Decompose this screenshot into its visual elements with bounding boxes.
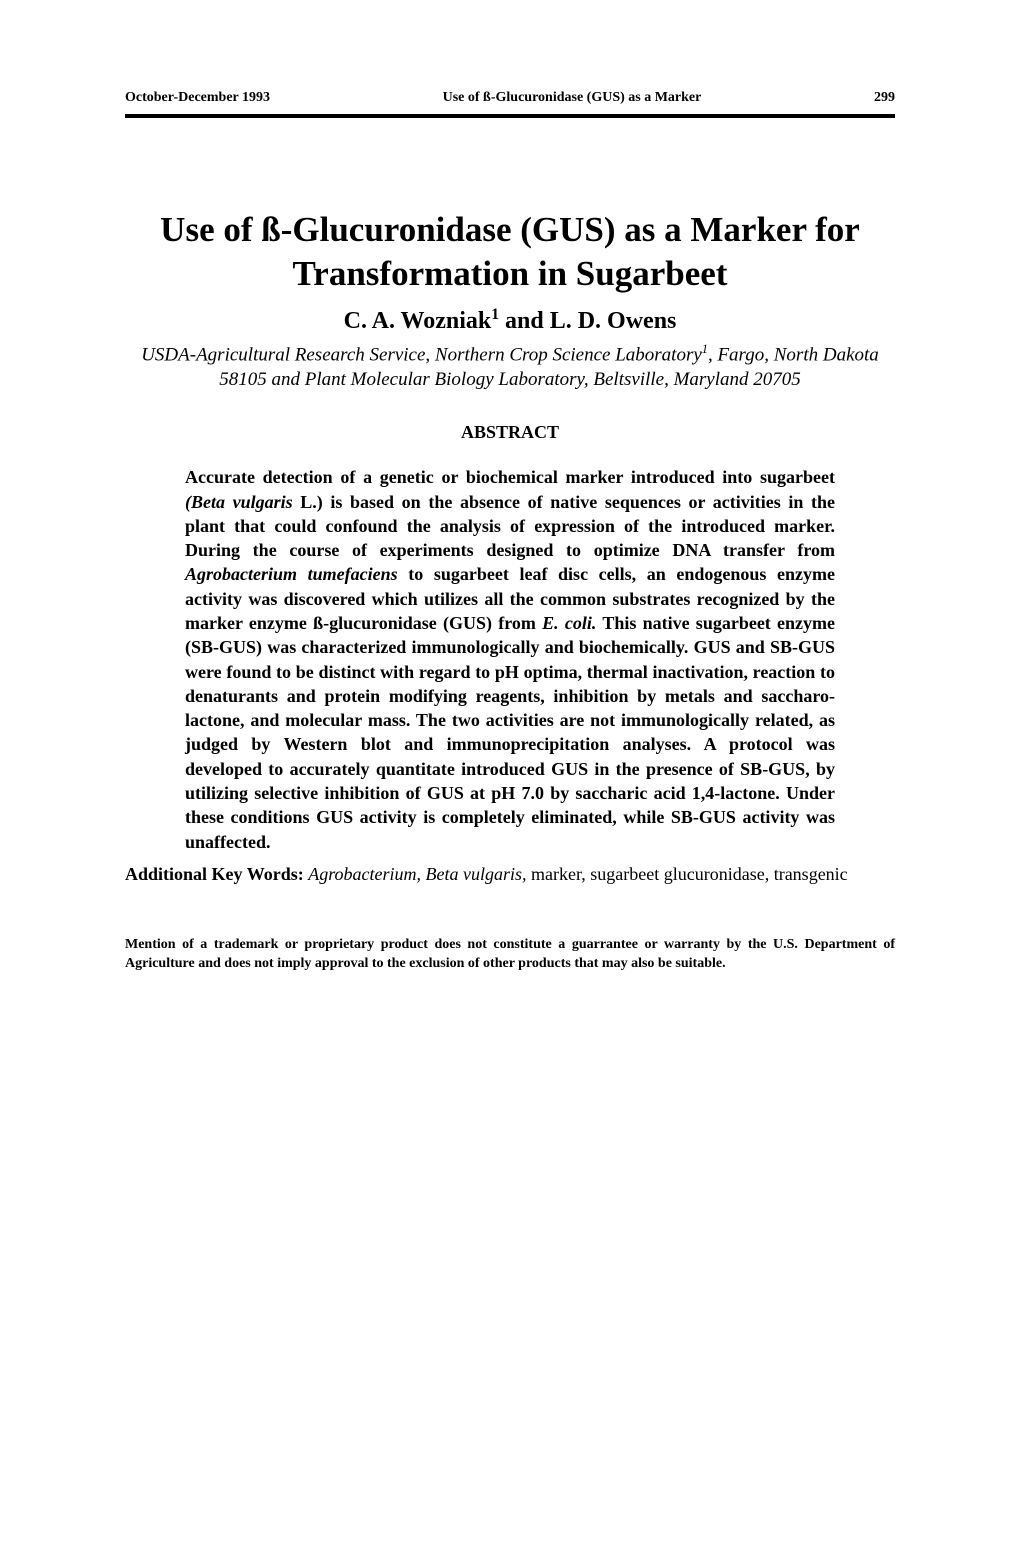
running-header: October-December 1993 Use of ß-Glucuroni… xyxy=(125,90,895,106)
article-title: Use of ß-Glucuronidase (GUS) as a Marker… xyxy=(125,208,895,296)
header-page-number: 299 xyxy=(874,90,895,106)
abstract-body: Accurate detection of a genetic or bioch… xyxy=(185,465,835,854)
header-title: Use of ß-Glucuronidase (GUS) as a Marker xyxy=(270,90,874,106)
header-date: October-December 1993 xyxy=(125,90,270,106)
keywords: Additional Key Words: Agrobacterium, Bet… xyxy=(125,862,895,886)
affiliation: USDA-Agricultural Research Service, Nort… xyxy=(125,341,895,393)
abstract-heading: ABSTRACT xyxy=(125,422,895,443)
authors: C. A. Wozniak1 and L. D. Owens xyxy=(125,306,895,335)
trademark-disclaimer: Mention of a trademark or proprietary pr… xyxy=(125,936,895,974)
header-rule xyxy=(125,114,895,118)
